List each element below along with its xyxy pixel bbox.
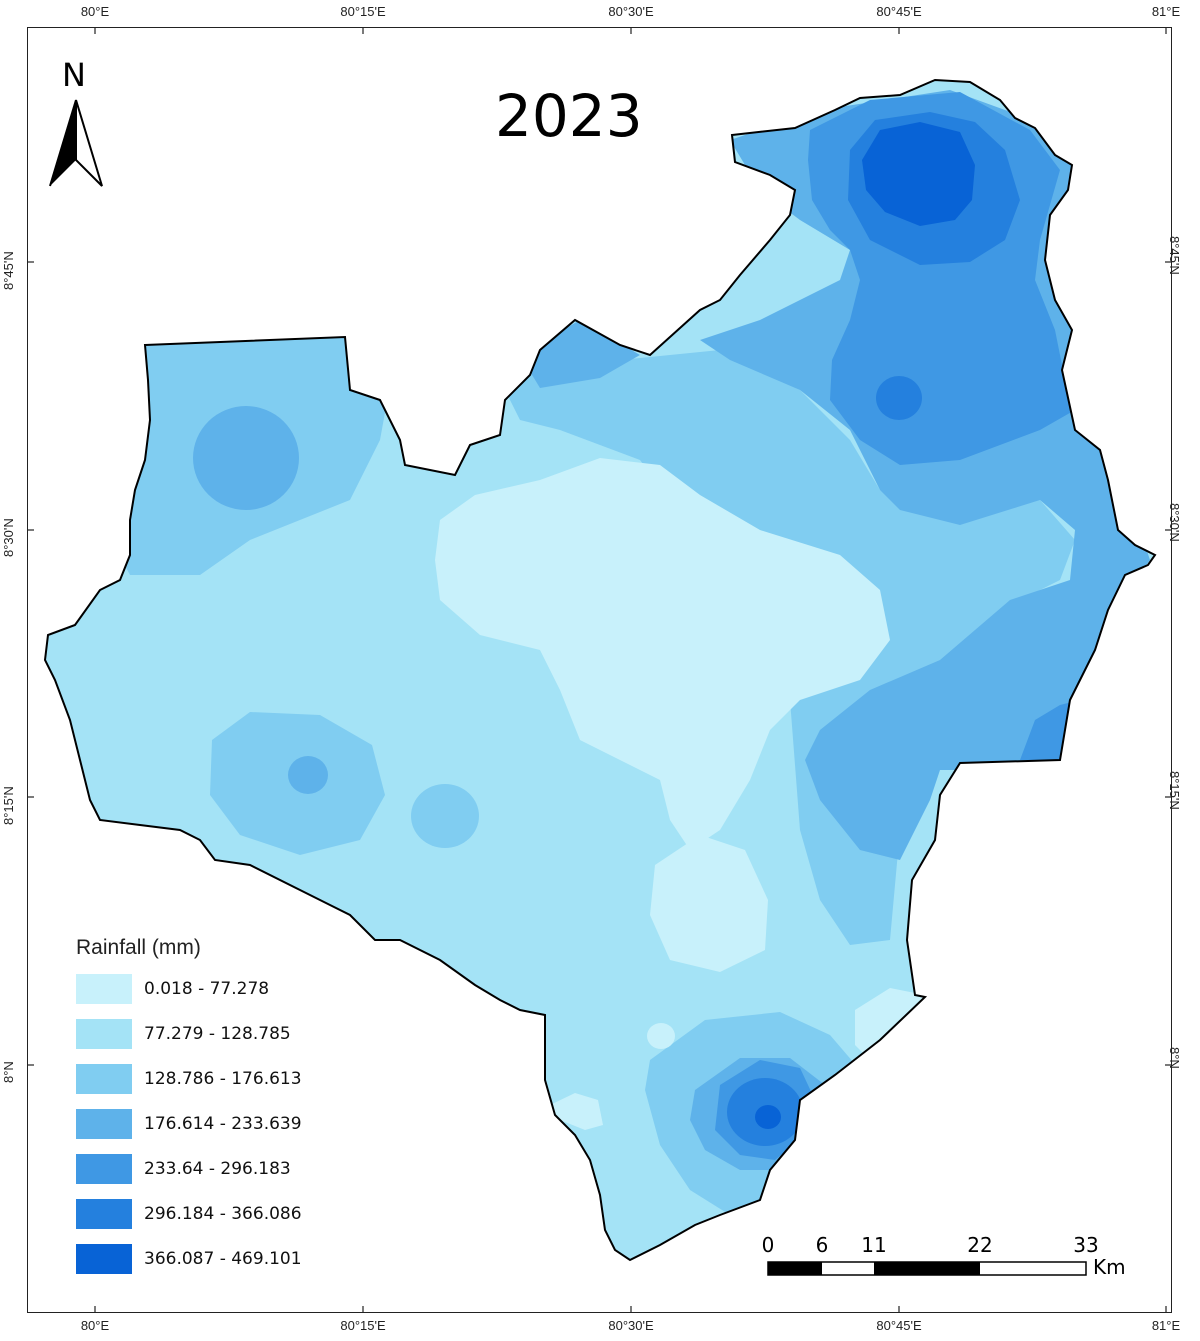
longitude-label-top: 80°15'E: [340, 4, 386, 19]
legend-label: 77.279 - 128.785: [144, 1024, 291, 1044]
rainfall-zone-class-1: [550, 1093, 603, 1130]
rainfall-zone-class-6: [876, 376, 922, 420]
scale-bar: 0 6 11 22 33 Km: [762, 1233, 1148, 1283]
rainfall-zone-class-3: [411, 784, 479, 848]
longitude-label-top: 80°E: [80, 4, 110, 19]
legend-item: 176.614 - 233.639: [76, 1109, 302, 1139]
legend-label: 128.786 - 176.613: [144, 1069, 302, 1089]
rainfall-zone-class-4: [520, 320, 640, 388]
latitude-label-right: 8°N: [1167, 1047, 1182, 1069]
legend-item: 233.64 - 296.183: [76, 1154, 302, 1184]
longitude-label-bottom: 80°45'E: [876, 1318, 922, 1333]
latitude-label-left: 8°N: [1, 1061, 16, 1083]
latitude-label-right: 8°15'N: [1167, 771, 1182, 810]
latitude-label-right: 8°30'N: [1167, 503, 1182, 542]
legend-label: 296.184 - 366.086: [144, 1204, 302, 1224]
legend-swatch: [76, 1154, 132, 1184]
legend-title: Rainfall (mm): [76, 936, 201, 959]
legend-item: 77.279 - 128.785: [76, 1019, 302, 1049]
rainfall-zone-class-1: [650, 835, 768, 972]
legend-item: 366.087 - 469.101: [76, 1244, 302, 1274]
scale-bar-graphic: [767, 1261, 1087, 1276]
rainfall-zone-class-4: [193, 406, 299, 510]
longitude-label-top: 80°30'E: [608, 4, 654, 19]
scale-unit: Km: [1093, 1255, 1126, 1279]
legend-label: 0.018 - 77.278: [144, 979, 270, 999]
scale-tick-label: 0: [761, 1233, 775, 1257]
rainfall-zone-class-1: [647, 1023, 675, 1049]
longitude-label-top: 80°45'E: [876, 4, 922, 19]
rainfall-zone-class-7: [862, 122, 975, 226]
latitude-label-left: 8°30'N: [1, 518, 16, 557]
map-title: 2023: [495, 82, 643, 150]
scale-tick-label: 6: [815, 1233, 829, 1257]
rainfall-zone-class-4: [700, 90, 1150, 860]
rainfall-zone-class-1: [435, 458, 890, 850]
legend-swatch: [76, 1019, 132, 1049]
legend-label: 233.64 - 296.183: [144, 1159, 291, 1179]
scale-tick-label: 33: [1073, 1233, 1099, 1257]
north-arrow-icon: [49, 99, 103, 187]
rainfall-zone-class-4: [288, 756, 328, 794]
latitude-label-left: 8°45'N: [1, 251, 16, 290]
longitude-label-bottom: 80°E: [80, 1318, 110, 1333]
district-boundary: [43, 78, 1157, 1262]
legend-item: 128.786 - 176.613: [76, 1064, 302, 1094]
map-frame: [27, 27, 1172, 1313]
longitude-label-bottom: 81°E: [1151, 1318, 1181, 1333]
longitude-label-bottom: 80°15'E: [340, 1318, 386, 1333]
north-label: N: [62, 56, 86, 94]
longitude-label-top: 81°E: [1151, 4, 1181, 19]
legend-item: 0.018 - 77.278: [76, 974, 302, 1004]
legend-swatch: [76, 1064, 132, 1094]
latitude-label-left: 8°15'N: [1, 786, 16, 825]
scale-tick-label: 22: [967, 1233, 993, 1257]
legend: Rainfall (mm) 0.018 - 77.278 77.279 - 12…: [76, 936, 302, 1289]
legend-swatch: [76, 1109, 132, 1139]
legend-swatch: [76, 974, 132, 1004]
rainfall-zone-class-7: [755, 1105, 781, 1129]
legend-label: 176.614 - 233.639: [144, 1114, 302, 1134]
legend-swatch: [76, 1199, 132, 1229]
legend-label: 366.087 - 469.101: [144, 1249, 302, 1269]
scale-tick-label: 11: [861, 1233, 887, 1257]
legend-swatch: [76, 1244, 132, 1274]
latitude-label-right: 8°45'N: [1167, 236, 1182, 275]
legend-item: 296.184 - 366.086: [76, 1199, 302, 1229]
graticule-ticks: [27, 27, 1172, 1313]
rainfall-zone-class-1: [855, 988, 925, 1060]
longitude-label-bottom: 80°30'E: [608, 1318, 654, 1333]
